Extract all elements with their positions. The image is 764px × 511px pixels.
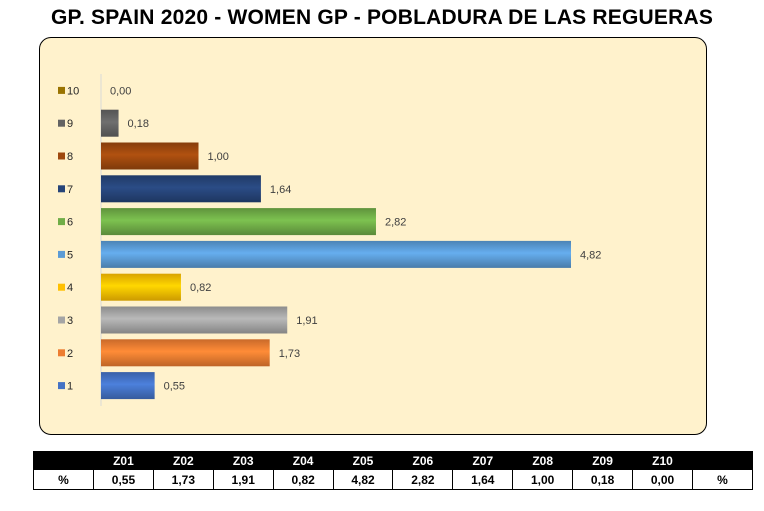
value-cell-z10: 0,00 <box>632 469 693 490</box>
value-cell-z07: 1,64 <box>452 469 514 490</box>
value-cell-z02: 1,73 <box>152 469 214 490</box>
zone-header-z01: Z01 <box>93 451 154 470</box>
chart-panel <box>39 37 707 435</box>
legend-label-9: 9 <box>67 118 73 130</box>
legend-label-2: 2 <box>67 348 73 360</box>
value-label-3: 1,91 <box>296 315 317 327</box>
zone-header-z04: Z04 <box>272 451 334 470</box>
legend-label-5: 5 <box>67 249 73 261</box>
zone-header-z07: Z07 <box>452 451 514 470</box>
bar-6 <box>101 208 376 236</box>
data-table: Z01 Z02 Z03 Z04 Z05 Z06 Z07 Z08 Z09 Z10 … <box>33 451 753 490</box>
table-value-row: % 0,55 1,73 1,91 0,82 4,82 2,82 1,64 1,0… <box>33 469 753 490</box>
value-cell-z03: 1,91 <box>212 469 274 490</box>
legend-label-1: 1 <box>67 381 73 393</box>
legend-marker-4 <box>58 283 65 291</box>
table-end-header <box>692 451 753 470</box>
zone-header-z02: Z02 <box>152 451 214 470</box>
legend-marker-2 <box>58 349 65 357</box>
value-label-5: 4,82 <box>580 249 601 261</box>
row-end-label: % <box>692 469 753 490</box>
legend-marker-8 <box>58 152 65 160</box>
table-corner-cell <box>33 451 94 470</box>
zone-header-z03: Z03 <box>212 451 274 470</box>
zone-header-z08: Z08 <box>512 451 574 470</box>
value-cell-z08: 1,00 <box>512 469 574 490</box>
legend-marker-1 <box>58 382 65 390</box>
value-label-7: 1,64 <box>270 184 291 196</box>
legend-marker-6 <box>58 218 65 226</box>
legend-label-4: 4 <box>67 282 73 294</box>
value-cell-z05: 4,82 <box>332 469 394 490</box>
value-label-8: 1,00 <box>208 151 229 163</box>
table-header-row: Z01 Z02 Z03 Z04 Z05 Z06 Z07 Z08 Z09 Z10 <box>33 451 753 470</box>
legend-label-10: 10 <box>67 85 79 97</box>
bar-4 <box>101 273 181 301</box>
legend-marker-3 <box>58 316 65 324</box>
value-label-10: 0,00 <box>110 85 131 97</box>
legend-marker-9 <box>58 119 65 127</box>
legend-marker-10 <box>58 86 65 94</box>
zone-header-z09: Z09 <box>572 451 634 470</box>
legend-label-6: 6 <box>67 217 73 229</box>
zone-header-z05: Z05 <box>332 451 394 470</box>
zone-header-z10: Z10 <box>632 451 693 470</box>
legend-marker-5 <box>58 250 65 258</box>
legend-marker-7 <box>58 185 65 193</box>
row-label: % <box>33 469 94 490</box>
value-label-9: 0,18 <box>128 118 149 130</box>
bar-5 <box>101 240 571 268</box>
value-label-1: 0,55 <box>164 381 185 393</box>
zone-header-z06: Z06 <box>392 451 454 470</box>
bar-chart: 10 0,00 9 0,18 8 1,00 7 1,64 6 2,82 5 4,82 4 0,82 3 1,9… <box>58 74 601 406</box>
bar-3 <box>101 306 288 334</box>
legend-label-3: 3 <box>67 315 73 327</box>
bar-2 <box>101 339 270 367</box>
legend-label-7: 7 <box>67 184 73 196</box>
chart-title: GP. SPAIN 2020 - WOMEN GP - POBLADURA DE… <box>50 6 714 29</box>
bar-8 <box>101 142 199 170</box>
value-label-6: 2,82 <box>385 217 406 229</box>
bar-9 <box>101 109 119 137</box>
value-cell-z04: 0,82 <box>272 469 334 490</box>
value-label-4: 0,82 <box>190 282 211 294</box>
bar-7 <box>101 175 261 203</box>
legend-label-8: 8 <box>67 151 73 163</box>
value-cell-z09: 0,18 <box>572 469 634 490</box>
value-label-2: 1,73 <box>279 348 300 360</box>
value-cell-z06: 2,82 <box>392 469 454 490</box>
value-cell-z01: 0,55 <box>93 469 154 490</box>
bar-1 <box>101 372 155 400</box>
